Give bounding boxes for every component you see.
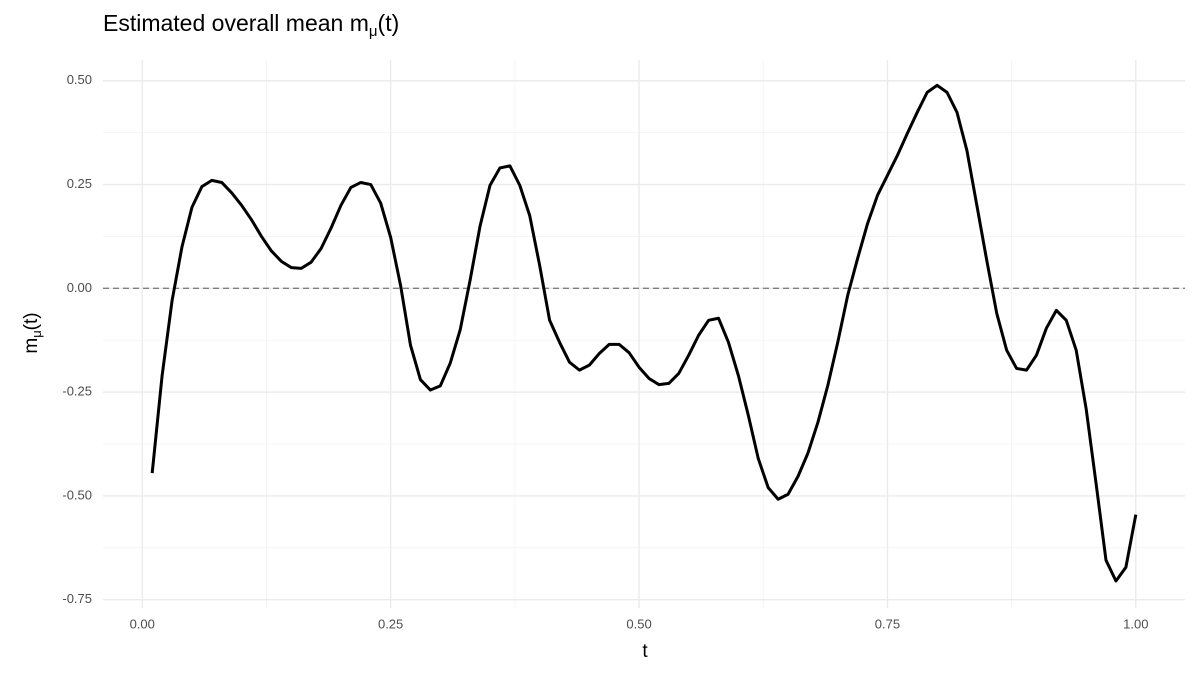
y-label-text: m: [21, 338, 42, 354]
y-axis-label: mμ(t): [21, 312, 44, 353]
title-text-end: (t): [378, 10, 400, 36]
x-axis-label: t: [642, 641, 648, 662]
y-tick-label: 0.00: [67, 280, 92, 295]
title-text: Estimated overall mean m: [103, 10, 369, 36]
x-tick-label: 0.75: [875, 616, 900, 631]
y-tick-label: 0.50: [67, 72, 92, 87]
x-tick-label: 1.00: [1123, 616, 1148, 631]
x-tick-label: 0.25: [378, 616, 403, 631]
title-subscript: μ: [369, 23, 378, 40]
grid: [103, 60, 1185, 608]
y-tick-label: 0.25: [67, 176, 92, 191]
y-label-subscript: μ: [29, 330, 44, 338]
data-line: [150, 83, 1138, 583]
y-tick-label: -0.25: [62, 384, 92, 399]
x-tick-label: 0.50: [626, 616, 651, 631]
y-label-text-end: (t): [21, 312, 42, 330]
y-tick-label: -0.50: [62, 487, 92, 502]
y-tick-label: -0.75: [62, 591, 92, 606]
x-tick-label: 0.00: [130, 616, 155, 631]
chart-title: Estimated overall mean mμ(t): [103, 10, 399, 40]
